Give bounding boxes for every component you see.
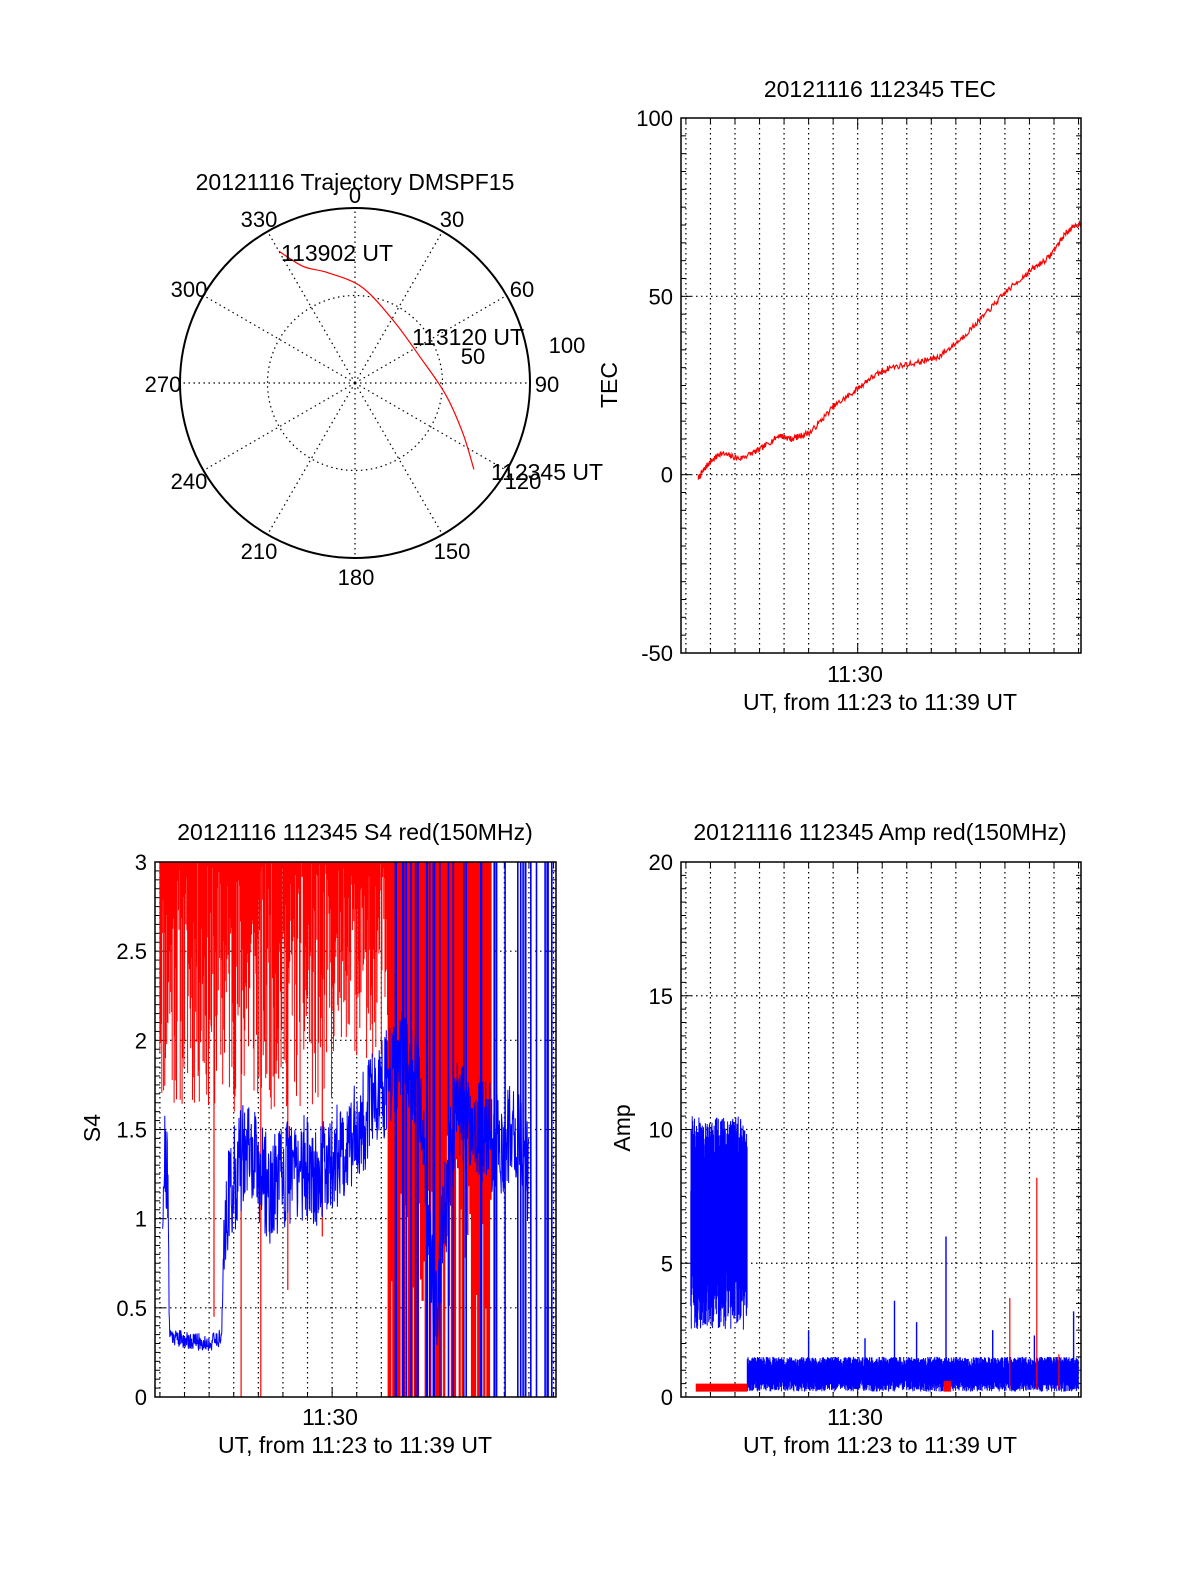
polar-angle-label: 90 bbox=[535, 372, 559, 397]
polar-inner-ring bbox=[266, 294, 444, 472]
tec-xtick-label: 11:30 bbox=[827, 661, 883, 687]
polar-radial-labels: 50 100 bbox=[461, 333, 586, 369]
trajectory-time-label: 112345 UT bbox=[491, 459, 603, 485]
y-tick-label: -50 bbox=[641, 641, 673, 666]
trajectory-title: 20121116 Trajectory DMSPF15 bbox=[196, 169, 515, 195]
s4-title: 20121116 112345 S4 red(150MHz) bbox=[177, 819, 532, 845]
polar-angle-label: 210 bbox=[241, 539, 278, 564]
tec-ylabel: TEC bbox=[596, 362, 622, 408]
y-tick-label: 0 bbox=[135, 1385, 147, 1410]
amp-xlabel: UT, from 11:23 to 11:39 UT bbox=[743, 1432, 1017, 1458]
y-tick-label: 50 bbox=[649, 284, 673, 309]
y-tick-label: 100 bbox=[636, 106, 673, 131]
y-tick-label: 3 bbox=[135, 850, 147, 875]
polar-radial-label: 100 bbox=[549, 333, 586, 358]
y-tick-label: 2.5 bbox=[116, 939, 147, 964]
polar-angle-label: 30 bbox=[440, 207, 464, 232]
s4-blue-dropouts bbox=[394, 862, 553, 1397]
polar-angle-label: 270 bbox=[145, 372, 182, 397]
tec-xlabel: UT, from 11:23 to 11:39 UT bbox=[743, 689, 1017, 715]
amp-red-spikes bbox=[1009, 1177, 1060, 1389]
s4-red-spikes bbox=[213, 862, 323, 1397]
polar-grid bbox=[179, 207, 531, 559]
polar-angle-label: 240 bbox=[171, 469, 208, 494]
polar-spoke bbox=[203, 382, 356, 472]
amp-title: 20121116 112345 Amp red(150MHz) bbox=[693, 819, 1066, 845]
s4-xlabel: UT, from 11:23 to 11:39 UT bbox=[218, 1432, 492, 1458]
trajectory-time-label: 113902 UT bbox=[281, 240, 393, 266]
tec-series-area bbox=[697, 220, 1081, 480]
polar-angle-label: 330 bbox=[241, 207, 278, 232]
polar-spoke bbox=[266, 382, 356, 535]
polar-radial-label: 50 bbox=[461, 344, 485, 369]
amp-blue-baseline bbox=[746, 1356, 1079, 1392]
polar-spoke bbox=[354, 231, 444, 384]
trajectory-time-label: 113120 UT bbox=[412, 324, 524, 350]
y-tick-label: 1.5 bbox=[116, 1118, 147, 1143]
amp-frame bbox=[680, 861, 1082, 1398]
y-tick-label: 20 bbox=[649, 850, 673, 875]
amp-blue-spikes bbox=[807, 1236, 1075, 1389]
y-tick-label: 10 bbox=[649, 1118, 673, 1143]
amp-red-band bbox=[695, 1383, 748, 1392]
polar-angle-label: 120 bbox=[505, 469, 542, 494]
s4-red-series bbox=[331, 862, 389, 1058]
amp-red-band bbox=[943, 1380, 951, 1392]
polar-outer-ring bbox=[179, 207, 531, 559]
y-tick-label: 1 bbox=[135, 1207, 147, 1232]
amp-xtick-label: 11:30 bbox=[827, 1404, 883, 1430]
polar-angle-label: 180 bbox=[338, 565, 375, 590]
s4-series-area bbox=[159, 862, 553, 1397]
amp-plot: 20121116 112345 Amp red(150MHz) Amp 11:3… bbox=[609, 819, 1082, 1458]
trajectory-polar-plot: 20121116 Trajectory DMSPF15 0 30 60 90 120 15… bbox=[145, 169, 603, 590]
polar-angle-label: 60 bbox=[510, 277, 534, 302]
s4-frame bbox=[154, 861, 557, 1398]
polar-spoke bbox=[354, 382, 507, 472]
tec-grid bbox=[681, 118, 1081, 653]
y-tick-label: 0 bbox=[661, 463, 673, 488]
trajectory-track bbox=[278, 250, 475, 470]
amp-ylabel: Amp bbox=[609, 1104, 635, 1151]
tec-series-line bbox=[697, 220, 1081, 480]
polar-spoke bbox=[354, 294, 507, 384]
s4-xtick-label: 11:30 bbox=[302, 1404, 358, 1430]
y-tick-label: 0.5 bbox=[116, 1296, 147, 1321]
tec-frame bbox=[680, 117, 1082, 654]
polar-angle-labels: 0 30 60 90 120 150 180 210 240 270 300 330 bbox=[145, 183, 560, 590]
s4-red-series bbox=[159, 862, 332, 1112]
s4-ylabel: S4 bbox=[79, 1114, 105, 1142]
amp-series-area bbox=[690, 1116, 1079, 1392]
s4-blue-series bbox=[162, 1011, 530, 1351]
y-tick-label: 5 bbox=[661, 1251, 673, 1276]
amp-blue-burst bbox=[690, 1116, 748, 1330]
tec-plot: 20121116 112345 TEC TEC 11:30 UT, from 1… bbox=[596, 76, 1082, 715]
trajectory-line bbox=[278, 250, 475, 470]
polar-angle-label: 0 bbox=[349, 183, 361, 208]
y-tick-label: 0 bbox=[661, 1385, 673, 1410]
polar-spoke bbox=[354, 382, 444, 535]
tec-title: 20121116 112345 TEC bbox=[764, 76, 996, 102]
polar-spoke bbox=[203, 294, 356, 384]
y-tick-label: 15 bbox=[649, 984, 673, 1009]
polar-angle-label: 150 bbox=[434, 539, 471, 564]
polar-spoke bbox=[266, 231, 356, 384]
y-tick-label: 2 bbox=[135, 1028, 147, 1053]
trajectory-annotations: 113902 UT 113120 UT 112345 UT bbox=[281, 240, 603, 485]
polar-angle-label: 300 bbox=[171, 277, 208, 302]
s4-plot: 20121116 112345 S4 red(150MHz) S4 11:30 … bbox=[79, 819, 557, 1458]
